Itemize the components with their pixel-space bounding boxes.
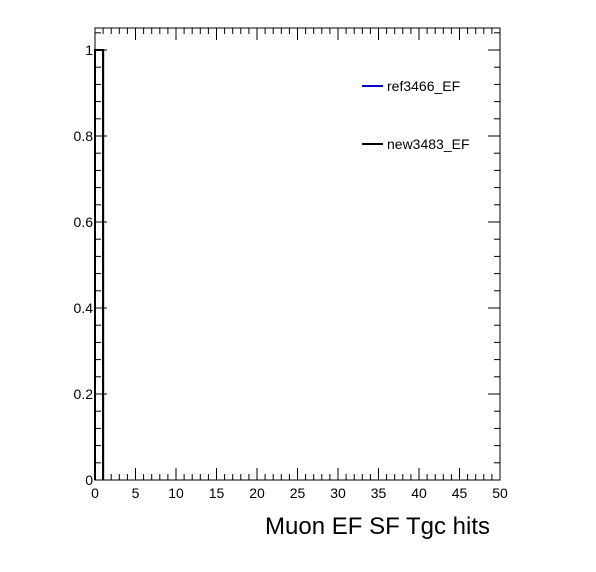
y-tick-label: 0 [85, 472, 93, 488]
x-tick-label: 5 [132, 485, 140, 501]
y-tick-labels: 0 0.2 0.4 0.6 0.8 1 [74, 42, 94, 488]
legend: ref3466_EF new3483_EF [362, 78, 470, 152]
x-tick-label: 15 [209, 485, 225, 501]
series-line-new3483_EF [94, 49, 105, 480]
legend-label-new3483_EF: new3483_EF [387, 136, 470, 152]
x-tick-label: 50 [492, 485, 508, 501]
x-tick-label: 35 [371, 485, 387, 501]
x-tick-label: 0 [91, 485, 99, 501]
x-axis-title: Muon EF SF Tgc hits [265, 513, 490, 540]
y-tick-label: 0.2 [74, 386, 94, 402]
x-tick-label: 45 [452, 485, 468, 501]
plot-frame [94, 27, 501, 481]
y-tick-label: 0.6 [74, 214, 94, 230]
x-tick-label: 40 [411, 485, 427, 501]
x-tick-label: 30 [330, 485, 346, 501]
x-tick-labels: 0 5 10 15 20 25 30 35 40 45 50 [91, 485, 508, 501]
legend-label-ref3466_EF: ref3466_EF [387, 78, 460, 94]
y-tick-label: 0.8 [74, 128, 94, 144]
x-tick-label: 10 [168, 485, 184, 501]
x-tick-label: 25 [290, 485, 306, 501]
x-tick-label: 20 [249, 485, 265, 501]
y-tick-label: 0.4 [74, 300, 94, 316]
series-line-ref3466_EF [94, 49, 105, 480]
series-layer [94, 49, 105, 480]
axis-ticks [94, 28, 501, 481]
y-tick-label: 1 [85, 42, 93, 58]
